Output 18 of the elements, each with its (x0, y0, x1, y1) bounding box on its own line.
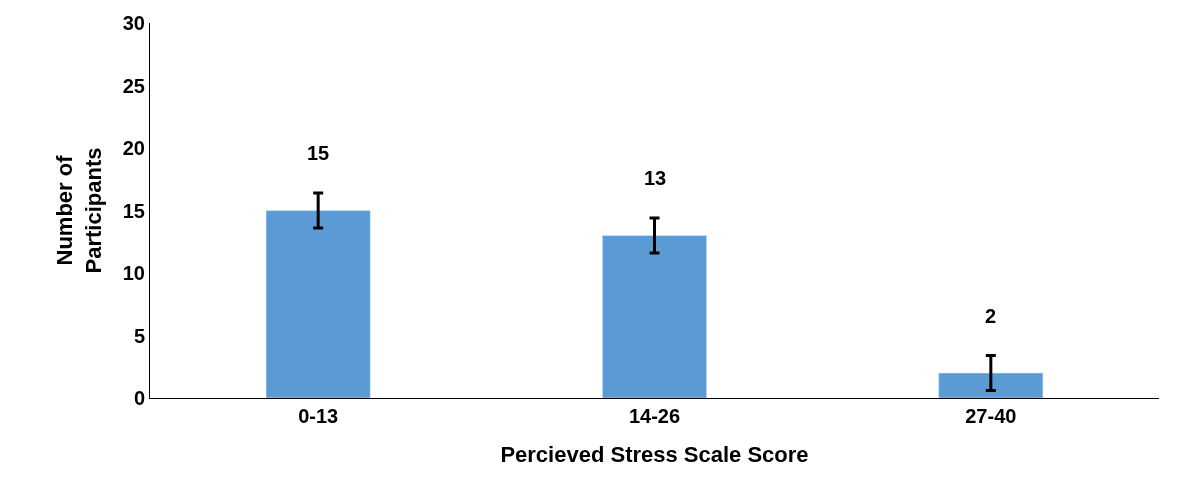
y-tick-label: 25 (122, 74, 145, 97)
x-tick-label: 14-26 (628, 405, 681, 427)
y-tick-label: 5 (133, 324, 145, 347)
x-tick-label: 27-40 (965, 405, 1017, 427)
y-tick-label: 30 (122, 12, 145, 34)
y-tick-label: 20 (122, 137, 145, 159)
y-tick-label: 0 (133, 387, 145, 409)
y-tick-label: 15 (122, 199, 145, 222)
y-axis-title: Number of Participants (51, 147, 106, 274)
data-label: 15 (307, 142, 330, 164)
data-label: 2 (985, 305, 997, 327)
y-tick-label: 10 (122, 262, 145, 284)
bar (938, 372, 1044, 398)
data-label: 13 (644, 167, 667, 189)
x-axis-title: Percieved Stress Scale Score (500, 441, 809, 467)
bar (602, 235, 707, 398)
bar (265, 210, 371, 398)
x-tick-label: 0-13 (298, 405, 339, 427)
